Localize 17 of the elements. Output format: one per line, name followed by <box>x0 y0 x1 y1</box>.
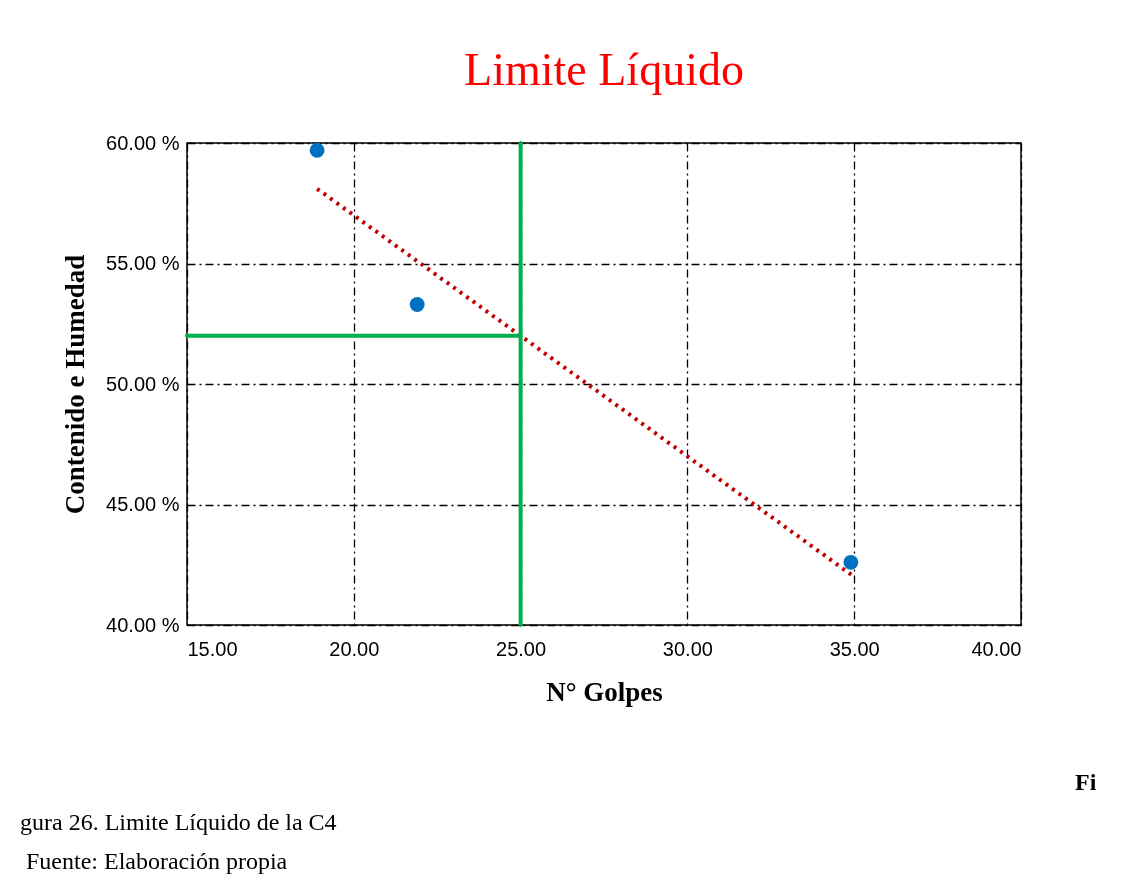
y-axis-title: Contenido e Humedad <box>60 254 91 515</box>
y-tick-label: 60.00 % <box>106 131 180 154</box>
text: gura 26. Limite Líquido de la C4 <box>20 809 337 836</box>
x-tick-label: 30.00 <box>662 637 713 660</box>
x-tick-label: 15.00 <box>187 637 238 660</box>
x-axis-title: N° Golpes <box>546 676 663 707</box>
y-tick-label: 55.00 % <box>106 252 180 274</box>
y-tick-label: 50.00 % <box>106 372 180 395</box>
y-tick-label: 45.00 % <box>106 493 180 515</box>
text: Fi <box>1075 769 1097 796</box>
x-tick-label: 40.00 <box>971 637 1022 660</box>
x-tick-label: 35.00 <box>829 637 880 660</box>
x-tick-label: 20.00 <box>329 637 380 660</box>
chart-title: Limite Líquido <box>464 44 744 95</box>
y-tick-label: 40.00 % <box>106 613 180 636</box>
x-tick-label: 25.00 <box>496 637 547 660</box>
source-note: Fuente: Elaboración propia <box>26 848 288 875</box>
